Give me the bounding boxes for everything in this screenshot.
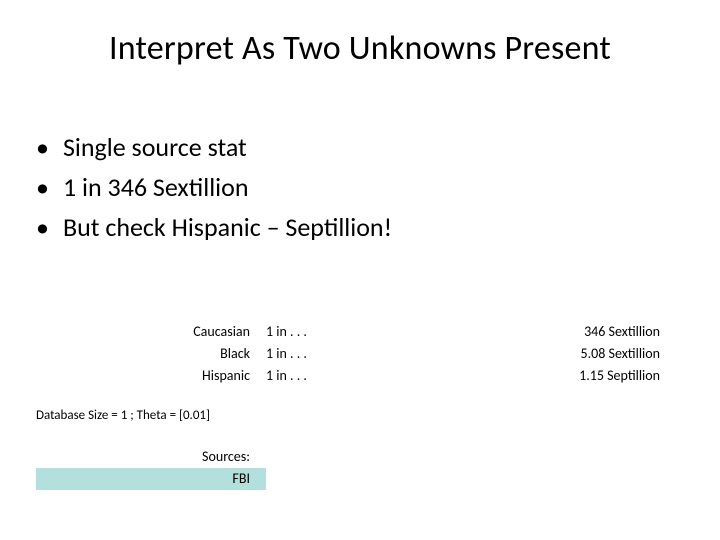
slide-title: Interpret As Two Unknowns Present [0,28,720,69]
bullet-list: • Single source stat • 1 in 346 Sextilli… [36,130,676,250]
bullet-item: • Single source stat [36,130,676,164]
bullet-item: • 1 in 346 Sextillion [36,170,676,204]
row-mid: 1 in . . . [266,367,466,384]
bullet-text: 1 in 346 Sextillion [63,170,249,204]
table-row: Caucasian 1 in . . . 346 Sextillion [36,320,686,342]
meta-text: Database Size = 1 ; Theta = [0.01] [36,408,210,423]
bullet-marker: • [36,210,49,244]
row-label: Caucasian [36,323,266,340]
row-label: Black [36,345,266,362]
table-row: Hispanic 1 in . . . 1.15 Septillion [36,364,686,386]
row-value: 5.08 Sextillion [466,345,666,362]
bullet-item: • But check Hispanic – Septillion! [36,210,676,244]
stats-table: Caucasian 1 in . . . 346 Sextillion Blac… [36,320,686,386]
bullet-marker: • [36,130,49,164]
row-value: 346 Sextillion [466,323,666,340]
bullet-marker: • [36,170,49,204]
source-value-highlight: FBI [36,468,266,490]
row-mid: 1 in . . . [266,323,466,340]
row-mid: 1 in . . . [266,345,466,362]
bullet-text: But check Hispanic – Septillion! [63,210,392,244]
row-value: 1.15 Septillion [466,367,666,384]
bullet-text: Single source stat [63,130,247,164]
table-row: Black 1 in . . . 5.08 Sextillion [36,342,686,364]
sources-label: Sources: [36,448,266,465]
row-label: Hispanic [36,367,266,384]
